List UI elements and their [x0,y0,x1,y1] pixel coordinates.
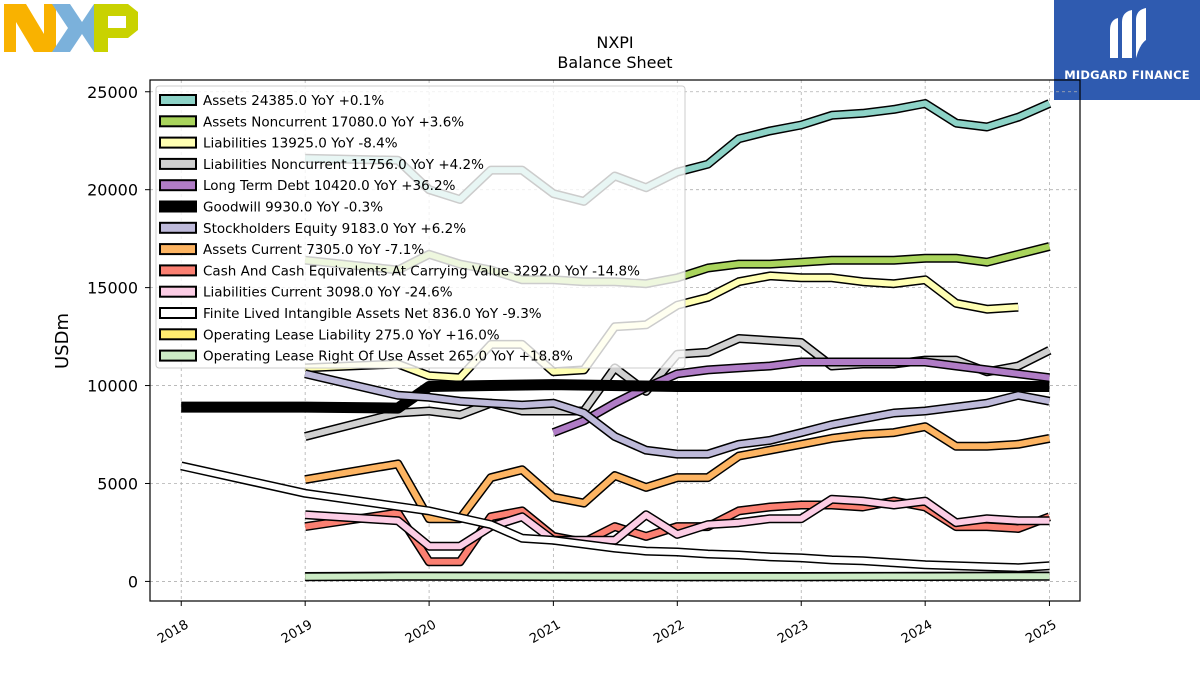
y-tick-label: 0 [128,572,138,591]
legend-entry: Liabilities Current 3098.0 YoY -24.6% [203,285,453,301]
legend-swatch [159,349,197,362]
legend-entry: Liabilities 13925.0 YoY -8.4% [203,136,398,152]
legend-entry: Finite Lived Intangible Assets Net 836.0… [203,306,542,322]
legend-entry: Cash And Cash Equivalents At Carrying Va… [203,263,640,279]
y-tick-label: 10000 [87,377,138,396]
nxp-logo [4,4,140,56]
y-tick-label: 15000 [87,279,138,298]
legend-swatch [159,115,197,128]
x-tick-label: 2024 [899,617,935,647]
legend-swatch [159,243,197,256]
legend-entry: Stockholders Equity 9183.0 YoY +6.2% [203,221,466,237]
y-axis-label: USDm [52,313,73,369]
series-line-long-term-debt [552,359,1050,436]
legend-swatch [159,94,197,106]
x-tick-label: 2022 [651,617,687,647]
legend-entry: Operating Lease Right Of Use Asset 265.0… [203,349,573,365]
legend-swatch [159,285,197,298]
legend-entry: Assets Current 7305.0 YoY -7.1% [203,242,424,258]
x-axis-ticks: 2018 2019 2020 2021 2022 2023 2024 2025 [155,601,1059,647]
legend-entry: Long Term Debt 10420.0 YoY +36.2% [203,178,456,194]
y-tick-label: 5000 [97,474,138,493]
x-tick-label: 2021 [527,617,563,647]
legend-swatch [159,179,197,192]
x-tick-label: 2018 [155,617,191,647]
midgard-finance-text: MIDGARD FINANCE [1064,68,1190,82]
legend-swatch [159,307,197,319]
legend-swatch [159,221,197,234]
legend-swatch [159,200,197,213]
x-tick-label: 2019 [279,617,315,647]
midgard-finance-logo: MIDGARD FINANCE [1054,0,1200,100]
legend-box [155,85,686,369]
x-tick-label: 2023 [775,617,811,647]
series-line-assets-current [304,423,1050,522]
legend-swatch [159,157,197,170]
legend: Assets 24385.0 YoY +0.1% Assets Noncurren… [155,85,686,369]
legend-entry: Goodwill 9930.0 YoY -0.3% [203,200,383,216]
legend-swatch [159,264,197,277]
series-line-liabilities-current [305,496,1050,550]
legend-swatch [159,136,197,149]
y-axis-ticks: 0 5000 10000 15000 20000 25000 [87,83,150,591]
legend-entry: Assets Noncurrent 17080.0 YoY +3.6% [203,114,464,130]
y-tick-label: 25000 [87,83,138,102]
legend-entry: Operating Lease Liability 275.0 YoY +16.… [203,327,500,343]
legend-entry: Assets 24385.0 YoY +0.1% [203,93,384,109]
legend-swatch [159,328,197,341]
y-tick-label: 20000 [87,181,138,200]
series-line-finite-lived-intangible-assets-net [180,462,1050,571]
x-tick-label: 2025 [1023,617,1059,647]
series-line-goodwill [181,379,1050,414]
chart-subtitle: Balance Sheet [557,53,672,72]
series-line-stockholders-equity [304,370,1050,458]
plot-frame [149,79,1081,602]
x-tick-label: 2020 [403,617,439,647]
legend-entry: Liabilities Noncurrent 11756.0 YoY +4.2% [203,157,484,173]
chart-title: NXPI [596,33,633,52]
series-line-operating-lease-right-of-use-asset [305,573,1050,580]
